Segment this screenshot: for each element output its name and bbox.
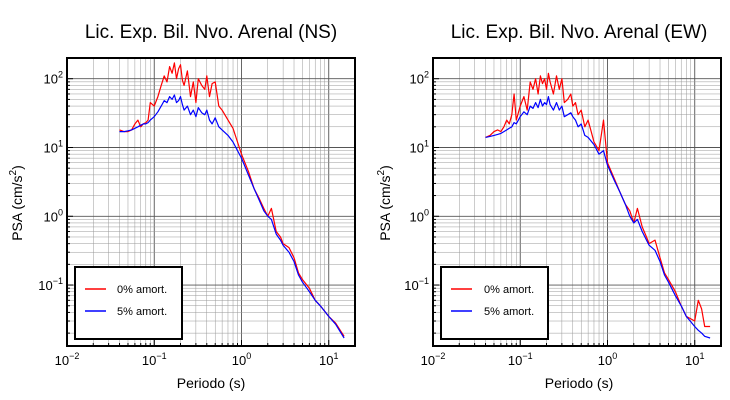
y-tick-label: 100 <box>410 207 429 224</box>
chart-panel-ns: Lic. Exp. Bil. Nvo. Arenal (NS) 10−2 10−… <box>8 22 356 391</box>
y-tick-label: 10−1 <box>404 276 429 293</box>
series-line-5-amort- <box>485 95 711 339</box>
x-tick-label: 10−1 <box>508 351 533 368</box>
series-line-5-amort- <box>119 94 345 339</box>
legend-label-5pct: 5% amort. <box>484 306 534 318</box>
series-layer <box>119 62 345 339</box>
legend-label-0pct: 0% amort. <box>117 284 167 296</box>
axis-ticks <box>432 57 722 346</box>
x-tick-label: 100 <box>232 351 251 368</box>
y-tick-label: 102 <box>44 70 63 87</box>
series-layer <box>485 72 711 339</box>
y-tick-label: 100 <box>44 207 63 224</box>
legend-label-5pct: 5% amort. <box>117 306 167 318</box>
series-line-0-amort- <box>485 72 711 328</box>
legend-box <box>440 266 549 340</box>
plot-frame <box>432 57 722 347</box>
x-axis-label: Periodo (s) <box>177 375 245 391</box>
x-tick-label: 10−2 <box>421 351 446 368</box>
x-tick-label: 101 <box>319 351 338 368</box>
y-tick-label: 101 <box>410 138 429 155</box>
legend: 0% amort. 5% amort. <box>74 266 183 340</box>
y-tick-label: 101 <box>44 138 63 155</box>
y-axis-label: PSA (cm/s2) <box>376 165 393 241</box>
chart-title: Lic. Exp. Bil. Nvo. Arenal (EW) <box>451 22 708 43</box>
y-axis-label: PSA (cm/s2) <box>8 165 25 241</box>
plot-frame <box>66 57 356 347</box>
x-tick-label: 10−1 <box>142 351 167 368</box>
x-tick-label: 100 <box>598 351 617 368</box>
y-tick-label: 102 <box>410 70 429 87</box>
legend: 0% amort. 5% amort. <box>440 266 549 340</box>
chart-panel-ew: Lic. Exp. Bil. Nvo. Arenal (EW) 10−2 10−… <box>376 22 722 391</box>
x-tick-label: 101 <box>685 351 704 368</box>
x-tick-label: 10−2 <box>55 351 80 368</box>
x-axis-label: Periodo (s) <box>545 375 613 391</box>
legend-label-0pct: 0% amort. <box>484 284 534 296</box>
axis-ticks <box>66 57 356 346</box>
chart-title: Lic. Exp. Bil. Nvo. Arenal (NS) <box>85 22 337 43</box>
series-line-0-amort- <box>119 62 345 337</box>
y-tick-label: 10−1 <box>38 276 63 293</box>
legend-box <box>74 266 183 340</box>
